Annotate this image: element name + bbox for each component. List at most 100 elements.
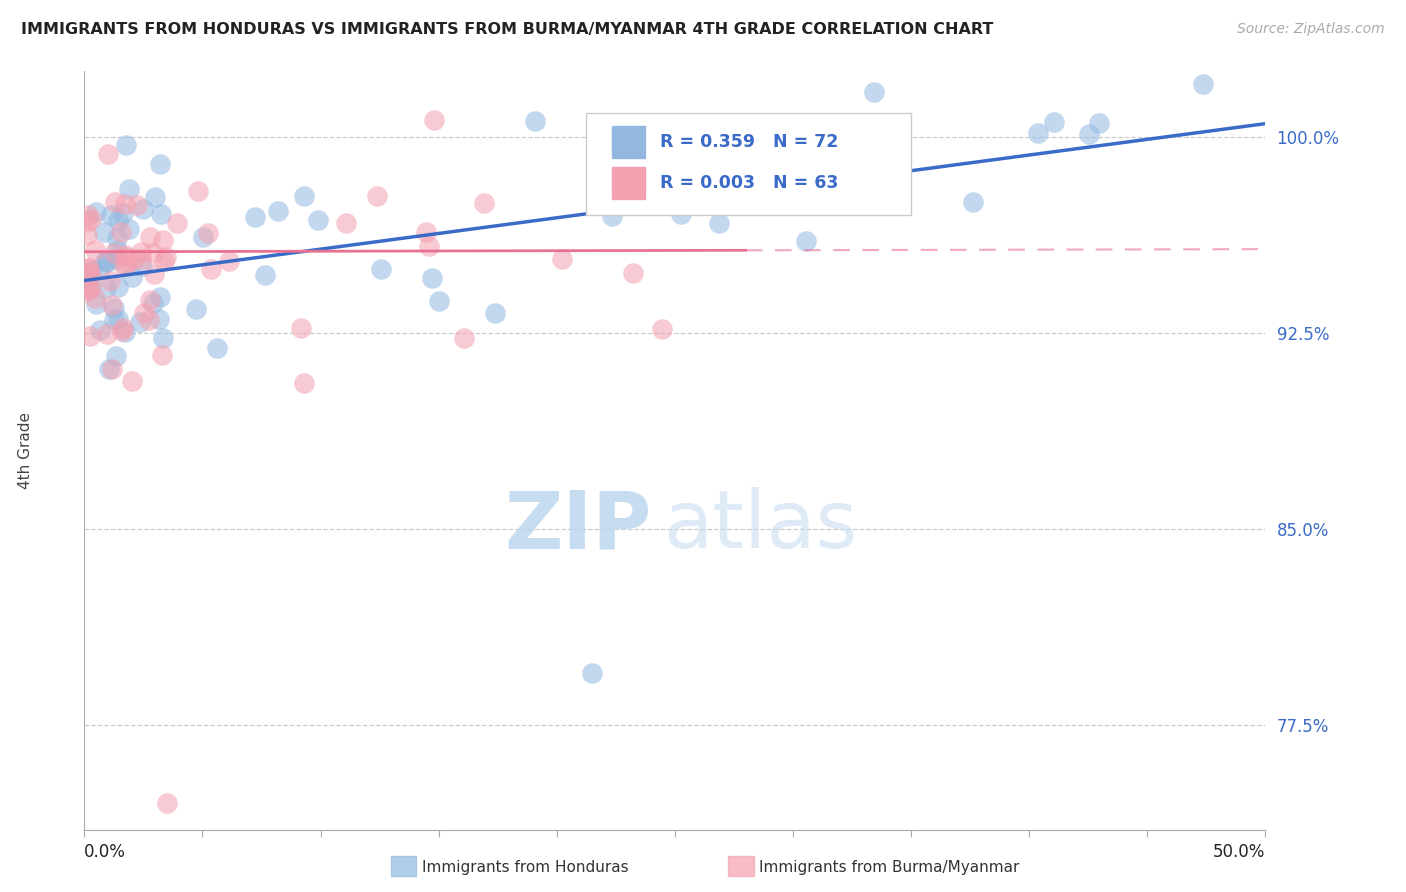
Point <box>1043 114 1066 128</box>
Point <box>110 225 132 239</box>
Point <box>149 157 172 171</box>
Point <box>89 323 111 337</box>
Point <box>621 266 644 280</box>
Point <box>80 263 103 277</box>
Point <box>84 243 107 257</box>
Point <box>863 85 886 99</box>
Point <box>132 202 155 217</box>
Point <box>290 320 312 334</box>
Point <box>96 254 118 268</box>
Point <box>77 266 100 280</box>
Point <box>420 271 443 285</box>
Point <box>150 348 173 362</box>
Point <box>669 206 692 220</box>
Point <box>292 376 315 391</box>
Point <box>776 185 799 199</box>
Point <box>96 327 118 342</box>
Text: atlas: atlas <box>664 487 858 566</box>
Point <box>76 208 98 222</box>
Point <box>107 280 129 294</box>
Point <box>472 196 495 211</box>
Point <box>150 206 173 220</box>
Point <box>200 262 222 277</box>
Point <box>600 209 623 223</box>
Point <box>129 244 152 259</box>
Point <box>105 349 128 363</box>
Point <box>205 341 228 355</box>
Text: 0.0%: 0.0% <box>84 843 127 861</box>
Point <box>762 159 785 173</box>
Point <box>103 246 125 260</box>
Point <box>125 198 148 212</box>
Point <box>418 239 440 253</box>
FancyBboxPatch shape <box>586 113 911 216</box>
Text: Immigrants from Honduras: Immigrants from Honduras <box>422 860 628 874</box>
Point <box>243 210 266 224</box>
Point <box>124 252 146 267</box>
Point <box>1026 126 1049 140</box>
Point <box>79 268 101 283</box>
Point <box>869 136 891 151</box>
Point <box>1077 127 1099 141</box>
Point <box>131 259 153 273</box>
Point <box>366 189 388 203</box>
Point <box>804 145 827 159</box>
Point <box>307 212 329 227</box>
Point <box>84 291 107 305</box>
Point <box>707 216 730 230</box>
Point <box>149 290 172 304</box>
Point <box>94 254 117 268</box>
Point <box>79 260 101 275</box>
Point <box>156 797 179 811</box>
Point <box>112 206 135 220</box>
Point <box>141 295 163 310</box>
Point <box>114 325 136 339</box>
Point <box>112 260 135 274</box>
Point <box>80 212 103 227</box>
Point <box>218 253 240 268</box>
Point <box>97 147 120 161</box>
Point <box>114 248 136 262</box>
Point <box>129 252 152 266</box>
Point <box>107 212 129 227</box>
Point <box>96 280 118 294</box>
Point <box>581 665 603 680</box>
Point <box>101 298 124 312</box>
Point <box>96 255 118 269</box>
Point <box>142 267 165 281</box>
Point <box>89 261 111 276</box>
Point <box>550 252 572 266</box>
Point <box>105 231 128 245</box>
Point <box>138 313 160 327</box>
Point <box>197 226 219 240</box>
Point <box>734 194 756 208</box>
Point <box>193 230 215 244</box>
Point <box>148 312 170 326</box>
Text: 4th Grade: 4th Grade <box>18 412 32 489</box>
Point <box>98 362 121 376</box>
Point <box>962 194 984 209</box>
Point <box>100 274 122 288</box>
Point <box>427 294 450 309</box>
Point <box>100 208 122 222</box>
Point <box>152 233 174 247</box>
Point <box>484 306 506 320</box>
Point <box>111 324 134 338</box>
Point <box>335 216 357 230</box>
Point <box>129 315 152 329</box>
Point <box>620 169 643 183</box>
Point <box>651 321 673 335</box>
Point <box>84 205 107 219</box>
Point <box>114 258 136 272</box>
Point <box>118 221 141 235</box>
Point <box>107 312 129 326</box>
Point <box>76 284 98 298</box>
Point <box>143 189 166 203</box>
Point <box>134 306 156 320</box>
Point <box>105 252 128 266</box>
Point <box>267 204 290 219</box>
Point <box>114 251 136 265</box>
Point <box>1088 116 1111 130</box>
Point <box>142 246 165 260</box>
Point <box>121 270 143 285</box>
